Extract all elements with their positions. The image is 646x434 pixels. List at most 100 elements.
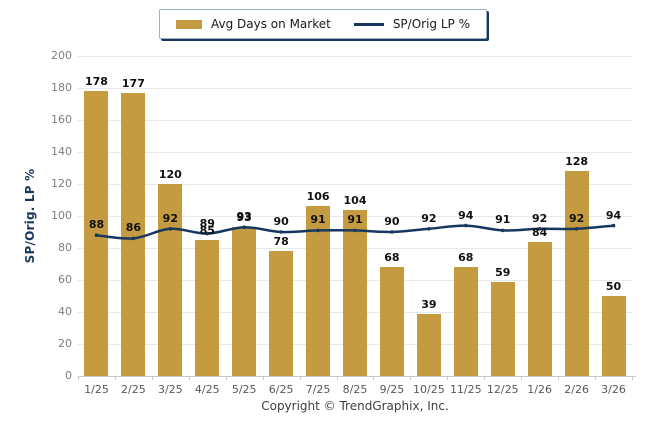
bar-value-label: 68 xyxy=(384,251,400,265)
gridline xyxy=(78,55,632,57)
x-axis-tick xyxy=(336,376,338,380)
x-axis-tick xyxy=(520,376,522,380)
x-tick-label: 10/25 xyxy=(413,383,445,396)
x-axis-tick xyxy=(446,376,448,380)
y-tick-label: 60 xyxy=(58,273,72,286)
bar xyxy=(379,267,404,376)
bar-value-label: 178 xyxy=(84,75,108,89)
bar xyxy=(269,251,294,376)
x-tick-label: 3/25 xyxy=(157,383,183,396)
x-axis-tick xyxy=(631,376,633,380)
x-axis-tick xyxy=(483,376,485,380)
x-axis-tick xyxy=(188,376,190,380)
line-series-legend-label: SP/Orig LP % xyxy=(392,17,470,31)
x-axis-line xyxy=(78,376,636,377)
y-tick-label: 160 xyxy=(51,113,72,126)
line-value-label: 92 xyxy=(568,211,585,225)
line-value-label: 94 xyxy=(605,208,622,222)
bar xyxy=(232,227,257,376)
line-value-label: 91 xyxy=(310,213,326,227)
x-tick-label: 11/25 xyxy=(449,383,482,396)
x-axis-tick xyxy=(114,376,116,380)
bar-value-label: 59 xyxy=(495,265,511,279)
bar xyxy=(195,240,220,376)
x-tick-label: 7/25 xyxy=(305,383,331,396)
trend-point-marker xyxy=(279,230,283,234)
y-tick-label: 140 xyxy=(51,145,72,158)
x-axis-tick xyxy=(594,376,596,380)
x-tick-label: 4/25 xyxy=(194,383,220,396)
bar xyxy=(601,296,626,376)
bar-series-legend-label: Avg Days on Market xyxy=(211,17,331,31)
bar-value-label: 128 xyxy=(565,155,589,169)
bar xyxy=(84,91,109,376)
copyright: Copyright © TrendGraphix, Inc. xyxy=(261,399,449,413)
line-value-label: 90 xyxy=(273,215,289,228)
x-tick-label: 2/26 xyxy=(564,383,589,396)
line-value-label: 92 xyxy=(162,211,178,225)
x-axis-tick xyxy=(299,376,301,380)
trend-point-marker xyxy=(427,227,431,231)
y-tick-label: 40 xyxy=(58,305,72,318)
y-tick-label: 20 xyxy=(58,337,72,350)
trend-point-marker xyxy=(390,230,394,234)
bar-value-label: 78 xyxy=(273,235,289,249)
bar-value-label: 120 xyxy=(158,168,182,181)
x-tick-label: 9/25 xyxy=(379,383,405,396)
x-axis-tick xyxy=(372,376,374,380)
y-tick-label: 120 xyxy=(51,177,72,190)
line-value-label: 92 xyxy=(421,211,437,225)
bar xyxy=(527,241,552,376)
bar xyxy=(490,281,515,376)
bar-value-label: 84 xyxy=(532,225,548,239)
line-value-label: 89 xyxy=(199,216,215,230)
line-series-swatch-icon xyxy=(353,22,384,26)
y-tick-label: 0 xyxy=(65,369,72,382)
x-axis-tick xyxy=(77,376,79,380)
line-value-label: 88 xyxy=(88,218,105,232)
y-tick-label: 80 xyxy=(58,241,72,254)
bar xyxy=(416,313,441,376)
line-value-label: 91 xyxy=(495,213,511,227)
bar xyxy=(453,267,478,376)
x-tick-label: 1/25 xyxy=(84,383,109,396)
plot-area: 0 20 40 60 80 100 120 140 160 180 200 178 1/25 177 2/2… xyxy=(51,49,636,396)
trend-point-marker xyxy=(611,223,616,228)
bar-value-label: 104 xyxy=(343,193,367,207)
line-value-label: 90 xyxy=(384,215,400,228)
gridline xyxy=(78,87,632,89)
bar-value-label: 68 xyxy=(458,251,474,265)
bar-value-label: 177 xyxy=(121,76,145,90)
trend-point-marker xyxy=(500,228,505,233)
gridline xyxy=(78,183,632,185)
line-value-label: 93 xyxy=(236,210,252,224)
x-tick-label: 3/26 xyxy=(601,383,626,396)
bar xyxy=(158,184,183,376)
x-tick-label: 12/25 xyxy=(486,383,519,396)
line-value-label: 94 xyxy=(458,208,474,222)
bar xyxy=(343,209,367,376)
bar xyxy=(564,171,589,376)
bar xyxy=(121,92,146,376)
y-tick-label: 180 xyxy=(51,81,72,94)
line-value-label: 92 xyxy=(532,211,548,225)
x-axis-tick xyxy=(225,376,227,380)
x-tick-label: 8/25 xyxy=(342,383,368,396)
x-axis-tick xyxy=(151,376,153,380)
line-value-label: 86 xyxy=(125,221,142,235)
bar-series-swatch-icon xyxy=(176,19,202,29)
bar xyxy=(306,206,331,376)
legend: Avg Days on Market SP/Orig LP % xyxy=(159,9,487,39)
line-value-label: 91 xyxy=(347,213,363,227)
y-tick-label: 200 xyxy=(51,49,72,62)
x-axis-tick xyxy=(409,376,411,380)
x-tick-label: 2/25 xyxy=(121,383,146,396)
x-tick-label: 5/25 xyxy=(231,383,257,396)
x-tick-label: 1/26 xyxy=(527,383,552,396)
gridline xyxy=(78,119,632,121)
y-tick-label: 100 xyxy=(51,209,72,222)
x-axis-tick xyxy=(262,376,264,380)
gridline xyxy=(78,151,632,153)
x-tick-label: 6/25 xyxy=(268,383,294,396)
